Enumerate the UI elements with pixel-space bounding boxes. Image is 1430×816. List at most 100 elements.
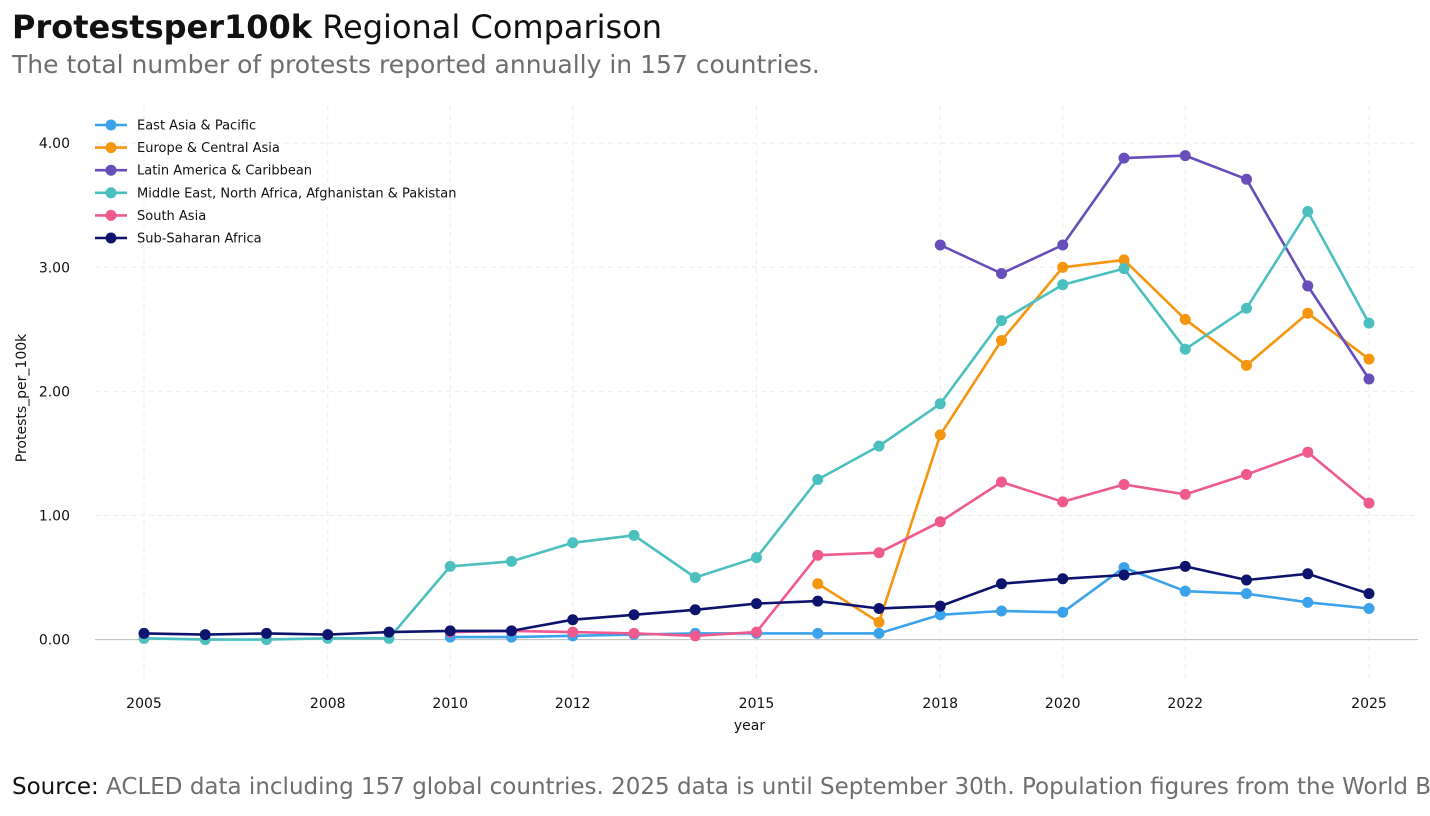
data-point (873, 547, 885, 559)
series-line (817, 258, 1370, 624)
source-text: ACLED data including 157 global countrie… (98, 774, 1430, 800)
x-tick-label: 2005 (126, 696, 162, 712)
data-point (1302, 596, 1314, 608)
data-point (751, 552, 762, 564)
data-point (812, 473, 824, 485)
legend-label: Middle East, North Africa, Afghanistan &… (137, 186, 456, 201)
x-tick-label: 2018 (922, 696, 958, 712)
x-tick-label: 2020 (1045, 696, 1081, 712)
y-axis-title: Protests_per_100k (14, 333, 30, 462)
data-point (751, 626, 762, 638)
x-tick-label: 2010 (432, 696, 468, 712)
data-point (1363, 353, 1375, 365)
data-point (1179, 343, 1191, 355)
data-point (1118, 263, 1130, 275)
data-point (996, 605, 1007, 617)
data-point (812, 549, 824, 561)
data-point (1057, 573, 1069, 585)
data-point (689, 630, 701, 642)
data-point (199, 629, 211, 641)
y-tick-label: 3.00 (39, 260, 70, 276)
data-point (567, 614, 579, 626)
legend-label: Europe & Central Asia (137, 141, 280, 156)
data-point (996, 476, 1007, 488)
data-point (996, 578, 1007, 590)
data-point (1179, 585, 1191, 597)
data-point (873, 627, 885, 639)
data-point (1363, 497, 1375, 509)
data-point (1179, 313, 1191, 325)
data-point (934, 516, 946, 528)
legend-marker (105, 232, 117, 244)
data-point (1363, 588, 1375, 600)
data-point (1179, 488, 1191, 500)
data-point (1363, 373, 1375, 385)
data-point (873, 616, 885, 628)
data-point (1241, 173, 1252, 185)
legend-marker (105, 142, 117, 154)
data-point (873, 440, 885, 452)
chart-title-bold: Protestsper100k (12, 8, 313, 46)
data-point (1241, 359, 1252, 371)
y-tick-label: 2.00 (39, 384, 70, 400)
chart-subtitle: The total number of protests reported an… (12, 50, 820, 79)
data-point (138, 627, 150, 639)
data-point (1057, 606, 1069, 618)
data-point (1241, 574, 1252, 586)
data-point (1118, 569, 1130, 581)
data-point (996, 315, 1007, 327)
data-point (628, 529, 640, 541)
data-point (567, 626, 579, 638)
x-axis-title: year (734, 718, 765, 734)
chart-title: Protestsper100k Regional Comparison (12, 8, 662, 46)
legend-label: East Asia & Pacific (137, 119, 256, 134)
legend-marker (105, 209, 117, 221)
data-point (1302, 568, 1314, 580)
data-point (506, 555, 517, 567)
data-point (873, 603, 885, 615)
y-tick-label: 4.00 (39, 136, 70, 152)
data-point (934, 398, 946, 410)
data-point (628, 627, 640, 639)
legend-label: South Asia (137, 209, 206, 224)
data-point (996, 268, 1007, 280)
data-point (1057, 496, 1069, 508)
data-point (261, 627, 272, 639)
series-line (939, 154, 1371, 380)
data-point (1057, 261, 1069, 273)
x-tick-label: 2015 (739, 696, 775, 712)
data-point (689, 572, 701, 584)
data-point (1241, 302, 1252, 314)
series-line (450, 566, 1370, 639)
data-point (1241, 588, 1252, 600)
data-point (934, 600, 946, 612)
data-point (1241, 469, 1252, 481)
data-point (1179, 150, 1191, 162)
data-point (444, 560, 456, 572)
legend-label: Latin America & Caribbean (137, 164, 312, 179)
data-point (1118, 254, 1130, 266)
data-point (506, 625, 517, 637)
legend-label: Sub-Saharan Africa (137, 232, 262, 247)
x-tick-label: 2022 (1167, 696, 1203, 712)
legend-marker (105, 119, 117, 131)
data-point (1363, 317, 1375, 329)
data-point (689, 604, 701, 616)
legend-marker (105, 164, 117, 176)
y-tick-label: 0.00 (39, 633, 70, 649)
source-note: Source: ACLED data including 157 global … (12, 774, 1430, 800)
chart-title-rest: Regional Comparison (312, 8, 663, 46)
data-point (934, 429, 946, 441)
data-point (383, 626, 395, 638)
data-point (812, 595, 824, 607)
series-line (450, 450, 1370, 638)
data-point (934, 609, 946, 621)
line-chart: 2005 2008 2010 2012 2015 2018 2020 2022 2025 0.00… (14, 106, 1418, 734)
data-point (444, 625, 456, 637)
data-point (751, 598, 762, 610)
data-point (1302, 446, 1314, 458)
data-point (322, 629, 334, 641)
data-point (567, 537, 579, 549)
data-point (1118, 152, 1130, 164)
data-point (1302, 307, 1314, 319)
